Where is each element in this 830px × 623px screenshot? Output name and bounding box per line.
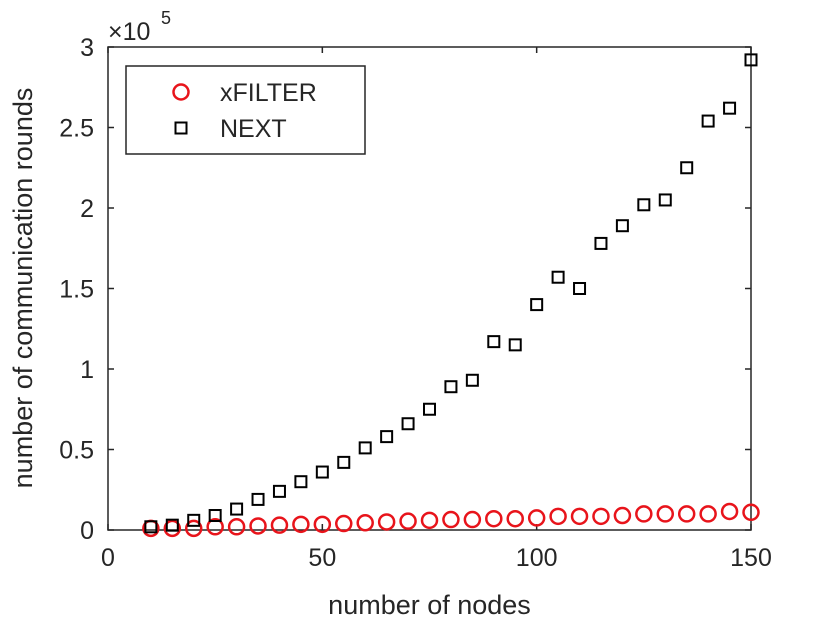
data-point-xfilter	[163, 519, 182, 538]
data-point-next	[144, 520, 158, 534]
data-point-xfilter	[506, 509, 524, 528]
y-tick-label: 2	[80, 195, 94, 223]
data-point-next	[594, 236, 608, 250]
data-point-xfilter	[613, 506, 632, 525]
series-next	[144, 53, 758, 534]
data-point-xfilter	[592, 507, 610, 526]
data-point-next	[230, 502, 244, 516]
data-point-xfilter	[249, 517, 267, 535]
y-tick-label: 3	[80, 34, 94, 62]
data-point-next	[401, 417, 415, 431]
y-tick-label: 1.5	[59, 276, 94, 304]
x-axis-label: number of nodes	[328, 590, 531, 620]
data-point-xfilter	[570, 507, 589, 526]
data-point-next	[187, 513, 201, 527]
legend-label-next: NEXT	[220, 115, 287, 143]
data-point-next	[272, 484, 286, 498]
data-point-xfilter	[206, 518, 224, 536]
y-tick-label: 1	[80, 356, 94, 384]
y-multiplier-base: ×10	[108, 18, 150, 46]
data-point-xfilter	[377, 513, 396, 531]
data-point-xfilter	[335, 514, 353, 533]
data-point-xfilter	[270, 516, 289, 534]
data-point-next	[508, 338, 522, 352]
data-point-next	[208, 509, 222, 523]
data-point-next	[358, 441, 372, 455]
y-axis-label: number of communication rounds	[8, 88, 38, 489]
data-point-next	[530, 298, 544, 312]
data-point-next	[165, 518, 179, 532]
data-point-next	[551, 270, 565, 284]
series-layer	[142, 53, 760, 538]
x-axis: 0 50 100 150	[101, 47, 772, 572]
data-point-next	[723, 101, 737, 115]
data-point-next	[487, 335, 501, 349]
data-point-xfilter	[356, 514, 374, 532]
legend-marker-xfilter	[172, 83, 190, 101]
data-point-xfilter	[184, 519, 203, 538]
data-point-xfilter	[527, 509, 546, 527]
legend-marker-next	[174, 121, 188, 135]
x-tick-label: 100	[516, 544, 558, 572]
y-tick-label: 0.5	[59, 437, 94, 465]
data-point-xfilter	[420, 511, 439, 530]
data-point-xfilter	[549, 507, 567, 526]
x-tick-label: 150	[730, 544, 772, 572]
y-tick-label: 0	[80, 517, 94, 545]
data-point-next	[380, 430, 394, 444]
data-point-xfilter	[292, 515, 310, 534]
data-point-next	[701, 114, 715, 128]
data-point-next	[615, 219, 629, 233]
data-point-next	[294, 475, 308, 489]
x-tick-label: 50	[308, 544, 336, 572]
data-point-xfilter	[635, 505, 653, 523]
data-point-xfilter	[677, 505, 696, 523]
legend-markers	[172, 83, 190, 135]
y-tick-label: 2.5	[59, 115, 94, 143]
data-point-xfilter	[656, 505, 675, 523]
data-point-next	[637, 198, 651, 212]
data-point-xfilter	[442, 510, 460, 529]
series-xfilter	[142, 502, 760, 538]
y-axis: 0 0.5 1 1.5 2 2.5 3	[59, 34, 751, 545]
data-point-xfilter	[742, 503, 760, 522]
data-point-xfilter	[485, 509, 503, 528]
data-point-next	[680, 161, 694, 175]
data-point-next	[444, 380, 458, 394]
data-point-next	[251, 492, 265, 506]
y-multiplier-exponent: 5	[161, 8, 171, 28]
data-point-next	[337, 455, 351, 469]
data-point-xfilter	[463, 510, 482, 529]
legend-label-xfilter: xFILTER	[220, 79, 317, 107]
legend: xFILTER NEXT	[125, 65, 366, 155]
data-point-next	[465, 373, 479, 387]
data-point-next	[315, 465, 329, 479]
data-point-xfilter	[699, 505, 717, 523]
data-point-xfilter	[313, 515, 332, 534]
data-point-next	[744, 53, 758, 67]
data-point-next	[573, 282, 587, 295]
data-point-next	[423, 402, 436, 416]
legend-box	[125, 65, 366, 155]
data-point-xfilter	[720, 502, 739, 521]
x-tick-label: 0	[101, 544, 115, 572]
data-point-xfilter	[227, 518, 246, 536]
data-point-next	[658, 193, 672, 207]
data-point-xfilter	[399, 512, 417, 530]
